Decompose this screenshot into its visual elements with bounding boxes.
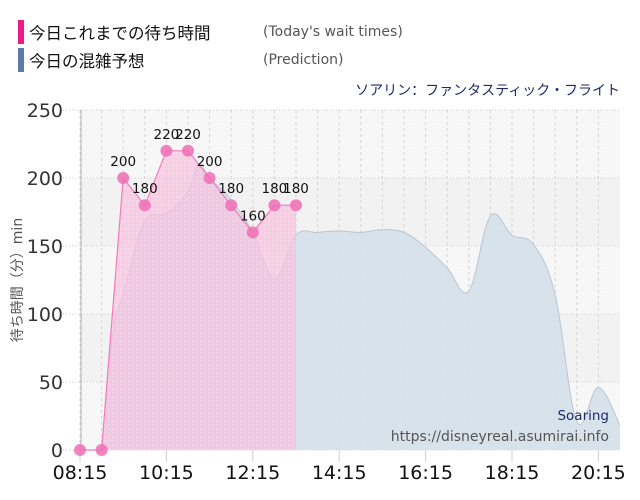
x-tick-label: 08:15	[53, 462, 108, 484]
data-label: 180	[262, 181, 288, 197]
data-point	[225, 199, 238, 212]
legend: 今日これまでの待ち時間 (Today's wait times) 今日の混雑予想…	[18, 18, 403, 74]
legend-label-today: 今日これまでの待ち時間	[29, 24, 211, 43]
x-tick-label: 18:15	[485, 462, 540, 484]
y-tick-label: 150	[27, 236, 63, 258]
data-label: 220	[175, 127, 201, 143]
axes: 0 50 100 150 200 250 08:15 10:15 12:15 14:15 16:15…	[27, 100, 626, 484]
today-swatch	[18, 20, 24, 44]
x-tick-label: 20:15	[571, 462, 626, 484]
y-tick-label: 50	[39, 372, 63, 394]
x-tick-label: 10:15	[139, 462, 194, 484]
y-tick-label: 250	[27, 100, 63, 122]
today-area	[80, 150, 296, 451]
data-point	[182, 144, 194, 157]
watermark-name: Soaring	[557, 408, 609, 424]
y-tick-label: 0	[51, 440, 63, 462]
data-point	[117, 172, 130, 184]
data-point	[290, 199, 302, 212]
y-tick-label: 200	[27, 168, 63, 190]
today-texture	[80, 150, 296, 451]
data-label: 220	[154, 127, 180, 143]
data-point	[246, 226, 259, 239]
data-label: 200	[110, 154, 136, 170]
legend-item-today[interactable]: 今日これまでの待ち時間 (Today's wait times)	[18, 18, 403, 46]
prediction-swatch	[18, 48, 24, 72]
data-label: 180	[132, 181, 158, 197]
y-tick-label: 100	[27, 304, 63, 326]
y-axis-label: 待ち時間（分）min	[10, 218, 26, 342]
data-point	[203, 172, 216, 184]
legend-sublabel-prediction: (Prediction)	[263, 52, 344, 68]
x-tick-label: 12:15	[225, 462, 280, 484]
data-label: 200	[197, 154, 223, 170]
data-point	[138, 199, 151, 212]
data-point	[160, 144, 173, 157]
data-label: 160	[240, 208, 266, 224]
watermark: Soaring https://disneyreal.asumirai.info	[391, 408, 609, 445]
x-tick-label: 16:15	[398, 462, 453, 484]
data-label: 180	[283, 181, 309, 197]
data-point	[95, 444, 108, 456]
attraction-title: ソアリン：ファンタスティック・フライト	[355, 83, 620, 99]
data-point	[74, 444, 86, 456]
legend-sublabel-today: (Today's wait times)	[263, 24, 403, 40]
legend-label-prediction: 今日の混雑予想	[29, 52, 145, 71]
data-point	[268, 199, 281, 212]
watermark-url: https://disneyreal.asumirai.info	[391, 429, 609, 445]
x-tick-label: 14:15	[312, 462, 367, 484]
legend-item-prediction[interactable]: 今日の混雑予想 (Prediction)	[18, 46, 403, 74]
data-label: 180	[218, 181, 244, 197]
